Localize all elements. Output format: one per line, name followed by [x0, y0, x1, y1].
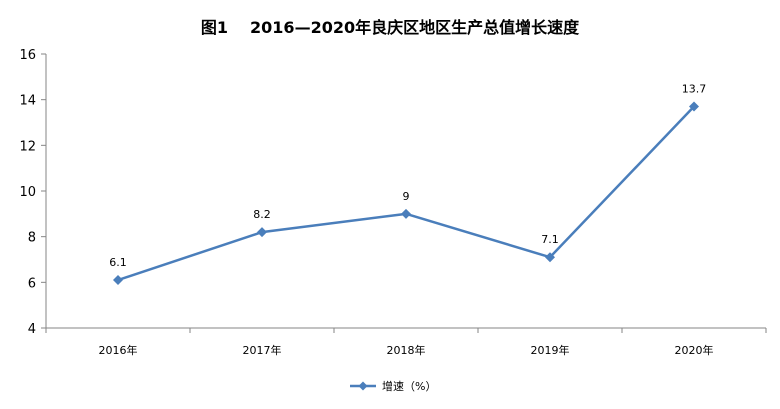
data-label: 9	[403, 190, 410, 203]
x-tick-label: 2017年	[243, 343, 282, 357]
data-point	[257, 227, 267, 238]
title-text: 2016—2020年良庆区地区生产总值增长速度	[250, 18, 580, 37]
data-point	[113, 275, 123, 286]
x-tick-label: 2016年	[99, 343, 138, 357]
data-point	[689, 101, 699, 112]
y-tick-label: 10	[19, 185, 36, 200]
y-axis: 4 6 8 10 12 14 16	[19, 48, 47, 337]
data-label: 6.1	[109, 256, 127, 269]
y-tick-label: 4	[28, 322, 36, 337]
data-label: 13.7	[682, 83, 707, 96]
series-line	[113, 101, 699, 286]
data-point	[545, 252, 555, 263]
y-tick-label: 12	[19, 139, 36, 154]
y-tick-label: 6	[28, 276, 36, 291]
legend-marker	[358, 381, 368, 391]
data-label: 8.2	[253, 208, 271, 221]
x-axis: 2016年 2017年 2018年 2019年 2020年	[45, 327, 767, 357]
data-labels: 6.1 8.2 9 7.1 13.7	[109, 83, 706, 270]
data-point	[401, 208, 411, 219]
y-tick-label: 14	[19, 94, 36, 109]
data-label: 7.1	[541, 233, 559, 246]
x-tick-label: 2018年	[387, 343, 426, 357]
legend: 增速（%）	[350, 379, 436, 393]
x-tick-label: 2020年	[675, 343, 714, 357]
y-tick-label: 16	[19, 48, 36, 63]
y-tick-label: 8	[28, 231, 36, 246]
chart-title: 图1 2016—2020年良庆区地区生产总值增长速度	[0, 14, 780, 38]
figure-number: 图1	[200, 18, 229, 37]
legend-label: 增速（%）	[382, 379, 436, 393]
x-tick-label: 2019年	[531, 343, 570, 357]
